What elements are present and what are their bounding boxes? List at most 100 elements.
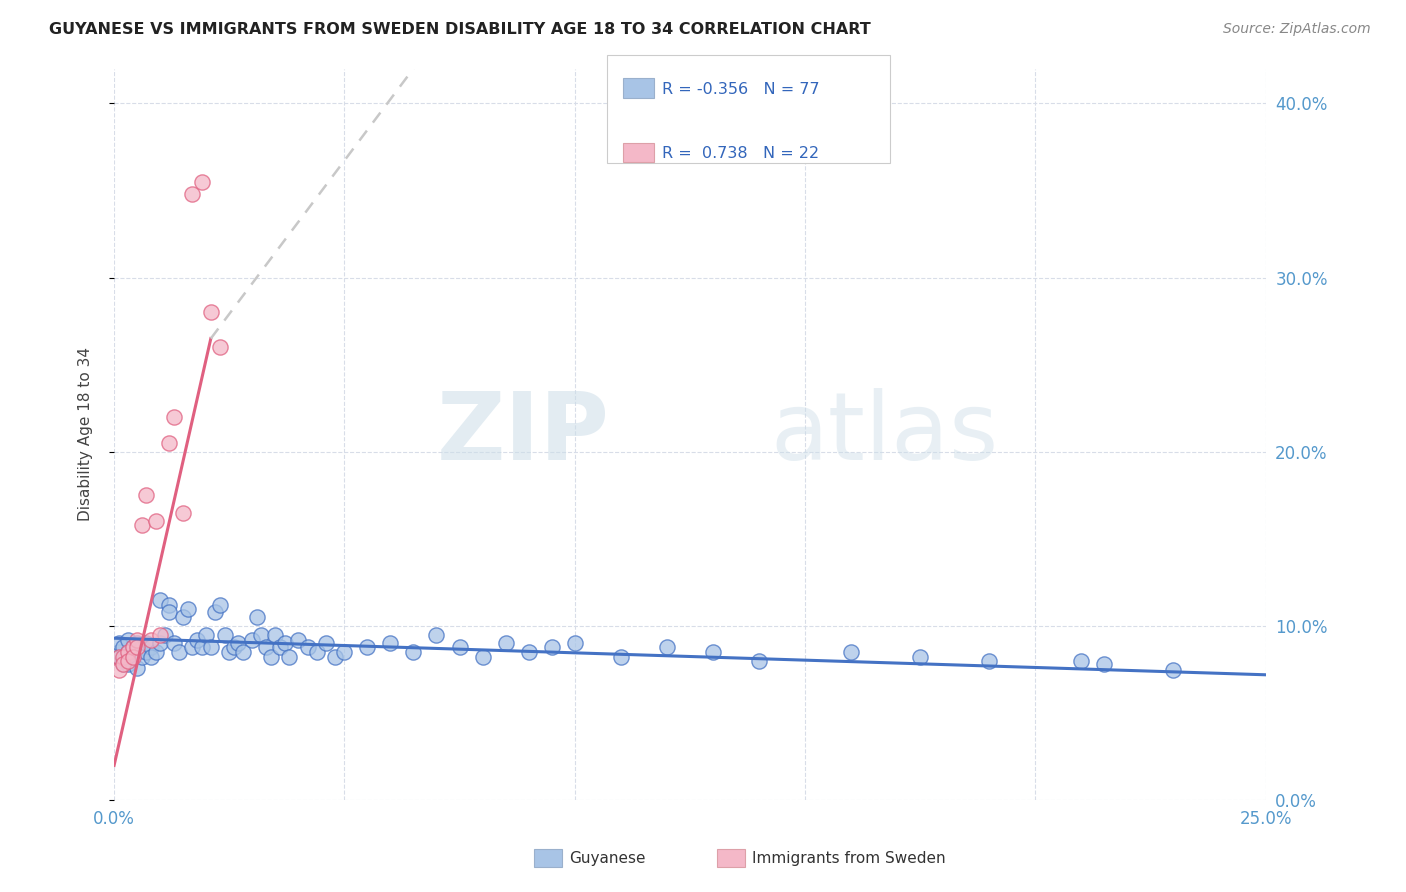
Point bbox=[127, 636, 149, 650]
Point bbox=[117, 645, 139, 659]
Point bbox=[1092, 657, 1115, 672]
Point bbox=[273, 636, 295, 650]
Point bbox=[127, 632, 149, 647]
Point bbox=[250, 628, 273, 642]
Text: ZIP: ZIP bbox=[436, 388, 609, 481]
Point bbox=[269, 640, 291, 654]
Point bbox=[181, 186, 204, 201]
Point bbox=[127, 640, 149, 654]
Point bbox=[246, 610, 269, 624]
Point bbox=[172, 506, 194, 520]
Text: Source: ZipAtlas.com: Source: ZipAtlas.com bbox=[1223, 22, 1371, 37]
Point bbox=[449, 640, 471, 654]
Point bbox=[135, 488, 157, 502]
Point bbox=[112, 640, 135, 654]
Point bbox=[167, 645, 190, 659]
Point bbox=[315, 636, 337, 650]
Point bbox=[153, 628, 176, 642]
Point bbox=[112, 654, 135, 668]
Point bbox=[163, 636, 186, 650]
Point bbox=[127, 645, 149, 659]
Text: Immigrants from Sweden: Immigrants from Sweden bbox=[752, 851, 946, 865]
Point bbox=[240, 632, 263, 647]
Point bbox=[471, 650, 494, 665]
Point bbox=[139, 640, 162, 654]
Point bbox=[127, 661, 149, 675]
Point bbox=[222, 640, 245, 654]
Point bbox=[107, 650, 129, 665]
Point bbox=[157, 598, 180, 612]
Point bbox=[425, 628, 447, 642]
Point bbox=[564, 636, 586, 650]
Point bbox=[200, 305, 222, 319]
Point bbox=[172, 610, 194, 624]
Point bbox=[214, 628, 236, 642]
Point bbox=[260, 650, 283, 665]
Point bbox=[139, 650, 162, 665]
Point bbox=[380, 636, 402, 650]
Point bbox=[145, 515, 167, 529]
Text: GUYANESE VS IMMIGRANTS FROM SWEDEN DISABILITY AGE 18 TO 34 CORRELATION CHART: GUYANESE VS IMMIGRANTS FROM SWEDEN DISAB… bbox=[49, 22, 870, 37]
Point bbox=[517, 645, 540, 659]
Text: Guyanese: Guyanese bbox=[569, 851, 645, 865]
Point bbox=[181, 640, 204, 654]
Point bbox=[117, 654, 139, 668]
Point bbox=[139, 632, 162, 647]
Point bbox=[121, 650, 143, 665]
Point bbox=[356, 640, 378, 654]
Point bbox=[177, 601, 200, 615]
Point bbox=[839, 645, 862, 659]
Point bbox=[117, 645, 139, 659]
Point bbox=[200, 640, 222, 654]
Text: R = -0.356   N = 77: R = -0.356 N = 77 bbox=[662, 82, 820, 97]
Point bbox=[107, 636, 129, 650]
Point bbox=[195, 628, 218, 642]
Point bbox=[204, 605, 226, 619]
Point bbox=[254, 640, 277, 654]
Point bbox=[333, 645, 356, 659]
Point bbox=[121, 650, 143, 665]
Point bbox=[228, 636, 250, 650]
Point bbox=[112, 650, 135, 665]
Point bbox=[402, 645, 425, 659]
Point bbox=[305, 645, 328, 659]
Point bbox=[145, 645, 167, 659]
Point bbox=[131, 650, 153, 665]
Point bbox=[135, 636, 157, 650]
Point bbox=[149, 636, 172, 650]
Point bbox=[121, 640, 143, 654]
Point bbox=[112, 657, 135, 672]
Point bbox=[112, 657, 135, 672]
Point bbox=[264, 628, 287, 642]
Point bbox=[1070, 654, 1092, 668]
Point bbox=[540, 640, 562, 654]
Point bbox=[157, 605, 180, 619]
Point bbox=[117, 657, 139, 672]
Point bbox=[609, 650, 631, 665]
Point bbox=[908, 650, 931, 665]
Point bbox=[208, 598, 231, 612]
Point bbox=[702, 645, 724, 659]
Text: R =  0.738   N = 22: R = 0.738 N = 22 bbox=[662, 146, 820, 161]
Point bbox=[135, 645, 157, 659]
Text: atlas: atlas bbox=[770, 388, 998, 481]
Point bbox=[287, 632, 309, 647]
Point bbox=[1163, 663, 1185, 677]
Point bbox=[495, 636, 517, 650]
Point bbox=[163, 409, 186, 424]
Y-axis label: Disability Age 18 to 34: Disability Age 18 to 34 bbox=[79, 347, 93, 521]
Point bbox=[107, 650, 129, 665]
Point bbox=[157, 436, 180, 450]
Point bbox=[186, 632, 208, 647]
Point bbox=[149, 593, 172, 607]
Point bbox=[323, 650, 346, 665]
Point bbox=[117, 632, 139, 647]
Point bbox=[131, 518, 153, 533]
Point bbox=[278, 650, 301, 665]
Point bbox=[131, 640, 153, 654]
Point bbox=[979, 654, 1001, 668]
Point bbox=[190, 175, 212, 189]
Point bbox=[218, 645, 240, 659]
Point bbox=[208, 340, 231, 354]
Point bbox=[232, 645, 254, 659]
